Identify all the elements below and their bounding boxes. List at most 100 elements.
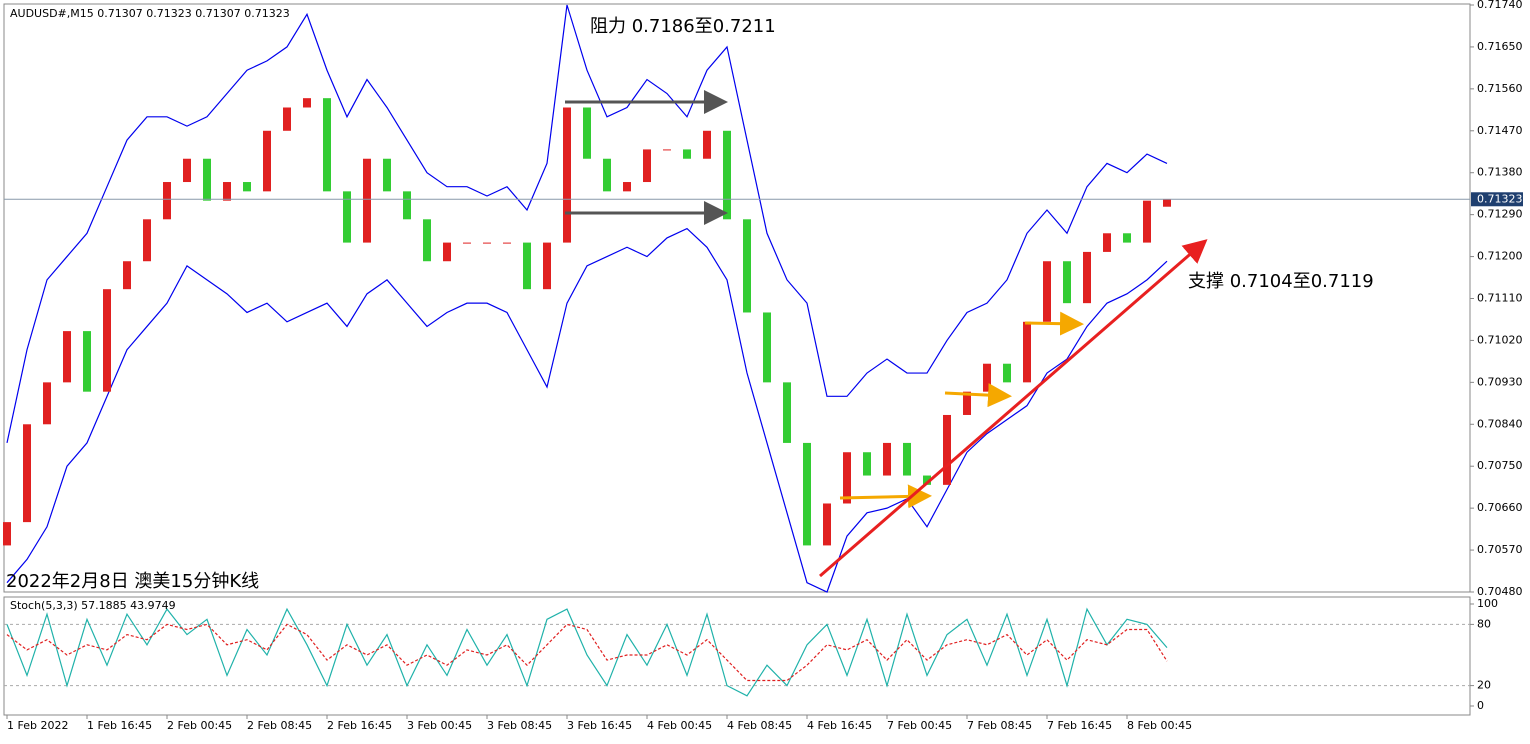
candle: [743, 219, 751, 313]
y-tick-label: 0.70660: [1477, 501, 1523, 514]
candle: [643, 149, 651, 183]
x-tick-label: 4 Feb 16:45: [807, 719, 872, 732]
candle: [783, 382, 791, 443]
x-tick-label: 7 Feb 00:45: [887, 719, 952, 732]
candle: [163, 182, 171, 220]
candle: [23, 424, 31, 523]
x-tick-label: 2 Feb 00:45: [167, 719, 232, 732]
x-tick-label: 4 Feb 00:45: [647, 719, 712, 732]
y-tick-label: 0.71650: [1477, 40, 1523, 53]
arrow: [1024, 311, 1084, 336]
y-tick-label: 20: [1477, 679, 1491, 692]
candle: [1023, 321, 1031, 383]
candle: [223, 182, 231, 201]
y-tick-label: 0.70570: [1477, 543, 1523, 556]
x-tick-label: 7 Feb 16:45: [1047, 719, 1112, 732]
candle: [863, 452, 871, 476]
stoch-header: Stoch(5,3,3) 57.1885 43.9749: [10, 599, 176, 612]
y-tick-label: 0: [1477, 699, 1484, 712]
y-tick-label: 0.70840: [1477, 417, 1523, 430]
candle: [303, 98, 311, 108]
candle: [563, 107, 571, 243]
x-tick-label: 2 Feb 08:45: [247, 719, 312, 732]
y-tick-label: 0.71470: [1477, 124, 1523, 137]
candle: [543, 242, 551, 290]
candle: [243, 182, 251, 192]
candle: [263, 130, 271, 192]
candle: [423, 219, 431, 262]
candle: [963, 391, 971, 415]
candle: [1123, 233, 1131, 243]
candle: [363, 158, 371, 243]
candle: [823, 503, 831, 546]
candle: [283, 107, 291, 131]
candle: [623, 182, 631, 192]
band-line: [6, 227, 1168, 593]
x-tick-label: 8 Feb 00:45: [1127, 719, 1192, 732]
y-tick-label: 100: [1477, 597, 1498, 610]
candle: [203, 158, 211, 201]
y-tick-label: 0.71110: [1477, 292, 1523, 305]
plot: 0.71740 0.71650 0.71560 0.71470 0.71380 0.712…: [3, 0, 1523, 732]
candle: [943, 414, 951, 485]
y-tick-label: 0.71020: [1477, 333, 1523, 346]
candle: [683, 149, 691, 159]
last-price-box: [1471, 192, 1523, 207]
candle: [503, 242, 511, 244]
candle: [103, 289, 111, 392]
candle: [1083, 251, 1091, 304]
candle: [1163, 199, 1171, 207]
y-tick-label: 0.70480: [1477, 585, 1523, 598]
candle: [1143, 200, 1151, 243]
y-tick-label: 0.71380: [1477, 166, 1523, 179]
last-price-label: 0.71323: [1477, 192, 1523, 205]
candle: [703, 130, 711, 159]
x-tick-label: 3 Feb 00:45: [407, 719, 472, 732]
candle: [983, 363, 991, 392]
candle: [143, 219, 151, 262]
annotation: 2022年2月8日 澳美15分钟K线: [6, 571, 259, 592]
candle: [1063, 261, 1071, 304]
candle: [903, 442, 911, 476]
stoch-line: [6, 623, 1168, 682]
stoch-frame: [3, 596, 1471, 716]
candle: [583, 107, 591, 159]
candle: [463, 242, 471, 244]
x-tick-label: 1 Feb 2022: [7, 719, 68, 732]
candle: [723, 130, 731, 220]
candle: [1003, 363, 1011, 383]
y-tick-label: 0.71200: [1477, 250, 1523, 263]
y-tick-label: 0.71740: [1477, 0, 1523, 11]
candle: [63, 331, 71, 383]
annotation: 阻力 0.7186至0.7211: [590, 16, 776, 37]
candle: [403, 191, 411, 220]
candle: [323, 98, 331, 192]
x-tick-label: 1 Feb 16:45: [87, 719, 152, 732]
candle: [383, 158, 391, 192]
x-tick-label: 3 Feb 16:45: [567, 719, 632, 732]
x-tick-label: 7 Feb 08:45: [967, 719, 1032, 732]
candle: [883, 442, 891, 476]
candle: [663, 149, 671, 151]
annotation: 支撑 0.7104至0.7119: [1188, 271, 1374, 292]
candle: [3, 522, 11, 546]
stoch-line: [6, 607, 1168, 697]
candle: [803, 442, 811, 546]
candle: [343, 191, 351, 243]
x-tick-label: 2 Feb 16:45: [327, 719, 392, 732]
candle: [123, 261, 131, 290]
x-tick-label: 4 Feb 08:45: [727, 719, 792, 732]
y-tick-label: 0.71560: [1477, 82, 1523, 95]
y-tick-label: 0.71290: [1477, 208, 1523, 221]
candle: [83, 331, 91, 392]
candle: [1103, 233, 1111, 252]
candle: [763, 312, 771, 383]
candle: [843, 452, 851, 504]
y-tick-label: 0.70930: [1477, 375, 1523, 388]
candle: [483, 242, 491, 244]
candle: [523, 242, 531, 290]
candle: [923, 475, 931, 485]
symbol-header: AUDUSD#,M15 0.71307 0.71323 0.71307 0.71…: [10, 7, 290, 20]
candle: [603, 158, 611, 192]
